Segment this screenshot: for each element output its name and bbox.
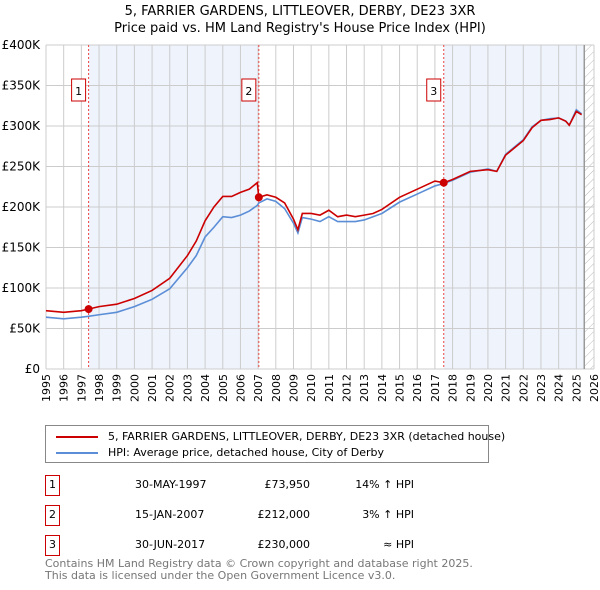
x-tick-label: 2010 (305, 374, 318, 402)
sale-label-box (241, 78, 257, 102)
date: 30-MAY-1997 (135, 478, 207, 491)
x-tick-label: 2014 (376, 374, 389, 402)
x-tick-label: 2020 (482, 374, 495, 402)
x-tick-label: 1999 (111, 374, 124, 402)
date: 15-JAN-2007 (135, 508, 205, 521)
x-tick-label: 2004 (199, 374, 212, 402)
y-tick-label: £100K (2, 281, 42, 295)
price: £212,000 (257, 508, 311, 521)
price: £73,950 (264, 478, 311, 491)
legend: 5, FARRIER GARDENS, LITTLEOVER, DERBY, D… (45, 425, 505, 463)
sale-label: 3 (430, 85, 437, 98)
x-tick-label: 2023 (535, 374, 548, 402)
y-tick-label: £0 (25, 362, 40, 376)
legend-item-hpi: HPI: Average price, detached house, City… (56, 446, 384, 459)
sale-label: 1 (75, 85, 82, 98)
hpi-diff: ≈ HPI (383, 538, 414, 551)
y-tick-label: £350K (2, 79, 42, 93)
x-tick-label: 2024 (553, 374, 566, 402)
x-tick-label: 2003 (181, 374, 194, 402)
x-tick-label: 2005 (217, 374, 230, 402)
legend-label: 5, FARRIER GARDENS, LITTLEOVER, DERBY, D… (108, 430, 506, 443)
x-tick-label: 2026 (588, 374, 600, 402)
y-tick-label: £150K (2, 241, 42, 255)
x-tick-label: 1995 (40, 374, 53, 402)
sale-point (254, 193, 263, 202)
x-tick-label: 2022 (517, 374, 530, 402)
legend-item-property: 5, FARRIER GARDENS, LITTLEOVER, DERBY, D… (56, 430, 505, 443)
x-tick-label: 1997 (75, 374, 88, 402)
price-paid-line (45, 110, 583, 314)
y-tick-label: £250K (2, 160, 42, 174)
footer-line: Contains HM Land Registry data © Crown c… (45, 557, 473, 570)
x-tick-label: 1998 (93, 374, 106, 402)
chart-subtitle: Price paid vs. HM Land Registry's House … (114, 21, 486, 36)
x-tick-label: 2018 (447, 374, 460, 402)
price-chart: 1995 1996 1997 1998 1999 2000 2001 2002 2003 2004… (2, 38, 600, 402)
sale-label-box (426, 78, 442, 102)
transaction-row: 2 15-JAN-2007 £212,000 3% ↑ HPI (45, 505, 445, 526)
date: 30-JUN-2017 (135, 538, 206, 551)
transaction-row: 1 30-MAY-1997 £73,950 14% ↑ HPI (45, 475, 445, 496)
legend-label: HPI: Average price, detached house, City… (108, 446, 385, 459)
y-tick-label: £200K (2, 200, 42, 214)
x-tick-label: 2015 (394, 374, 407, 402)
marker-badge: 3 (45, 535, 60, 556)
y-tick-label: £50K (9, 322, 41, 336)
hpi-diff: 14% ↑ HPI (355, 478, 414, 491)
chart-title: 5, FARRIER GARDENS, LITTLEOVER, DERBY, D… (124, 4, 476, 19)
transaction-row: 3 30-JUN-2017 £230,000 ≈ HPI (45, 535, 445, 556)
x-tick-label: 2009 (287, 374, 300, 402)
x-tick-label: 2019 (464, 374, 477, 402)
hpi-diff: 3% ↑ HPI (362, 508, 414, 521)
x-tick-label: 2016 (411, 374, 424, 402)
footer-line: This data is licensed under the Open Gov… (45, 569, 396, 582)
x-tick-label: 2025 (570, 374, 583, 402)
x-tick-label: 2012 (341, 374, 354, 402)
x-tick-label: 2002 (164, 374, 177, 402)
marker-badge: 2 (45, 505, 60, 526)
price: £230,000 (257, 538, 311, 551)
y-tick-label: £300K (2, 119, 42, 133)
sale-label: 2 (245, 85, 252, 98)
x-tick-label: 2021 (500, 374, 513, 402)
x-tick-label: 1996 (58, 374, 71, 402)
x-tick-label: 2008 (270, 374, 283, 402)
sale-point (84, 305, 93, 314)
footer: Contains HM Land Registry data © Crown c… (45, 558, 473, 582)
y-tick-label: £400K (2, 38, 42, 52)
x-tick-label: 2007 (252, 374, 265, 402)
x-tick-label: 2017 (429, 374, 442, 402)
sale-point (439, 178, 448, 187)
x-tick-label: 2000 (128, 374, 141, 402)
x-tick-label: 2006 (234, 374, 247, 402)
marker-badge: 1 (45, 475, 60, 496)
x-tick-label: 2013 (358, 374, 371, 402)
x-tick-label: 2001 (146, 374, 159, 402)
x-tick-label: 2011 (323, 374, 336, 402)
sale-label-box (71, 78, 87, 102)
